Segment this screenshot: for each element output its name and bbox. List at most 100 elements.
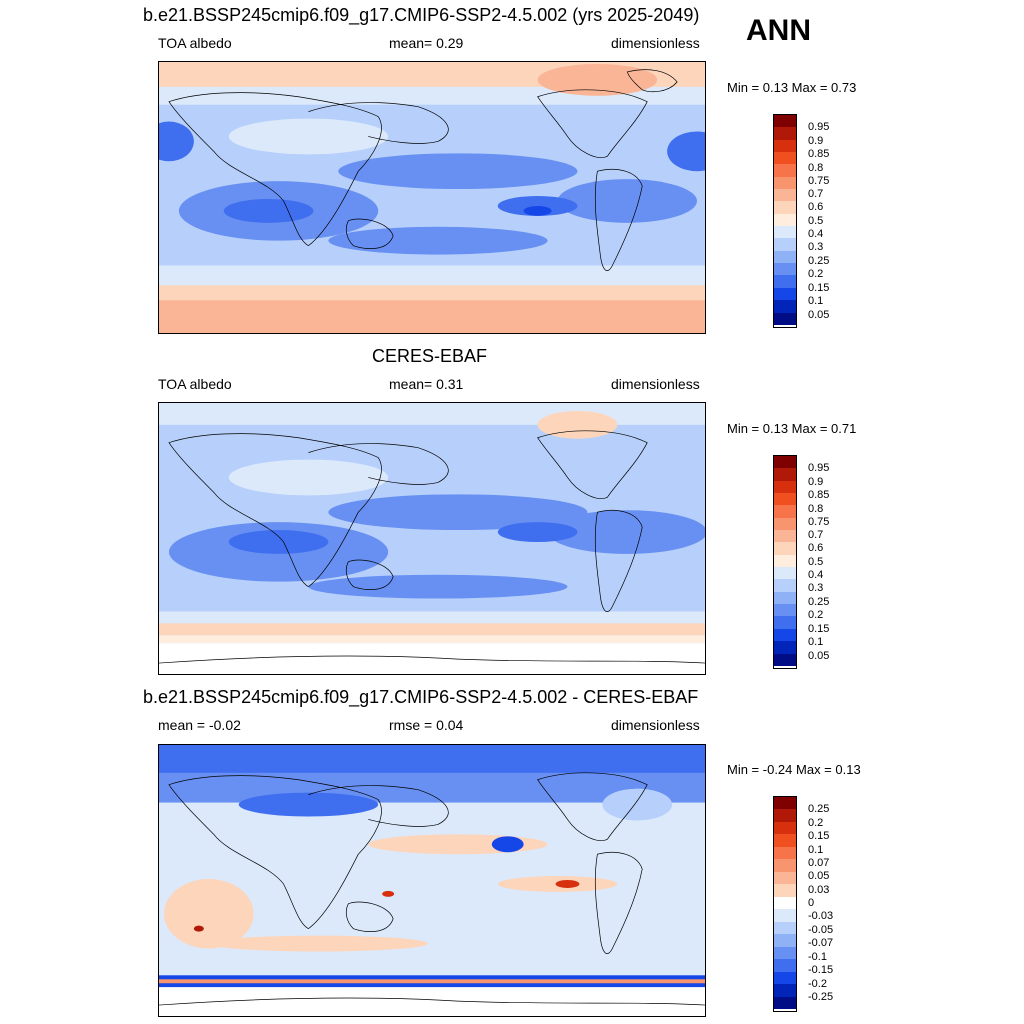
colorbar-swatch bbox=[774, 604, 796, 617]
panel-title: CERES-EBAF bbox=[372, 346, 488, 366]
colorbar-swatch bbox=[774, 653, 796, 666]
colorbar-swatch bbox=[774, 250, 796, 264]
colorbar-swatch bbox=[774, 213, 796, 227]
colorbar-tick: 0.1 bbox=[808, 844, 824, 856]
colorbar-tick: 0.6 bbox=[808, 542, 824, 554]
colorbar-tick: -0.1 bbox=[808, 951, 827, 963]
colorbar-swatch bbox=[774, 300, 796, 313]
variable-label: TOA albedo bbox=[158, 35, 232, 51]
colorbar-tick: 0.95 bbox=[808, 462, 830, 474]
colorbar-swatch bbox=[774, 542, 796, 555]
colorbar-tick: 0.7 bbox=[808, 188, 824, 200]
colorbar-tick: 0.25 bbox=[808, 803, 830, 815]
colorbar-swatch bbox=[774, 164, 796, 177]
colorbar-swatch bbox=[774, 530, 796, 543]
colorbar-tick: 0.4 bbox=[808, 569, 824, 581]
mean-label: mean = -0.02 bbox=[158, 717, 241, 733]
colorbar-tick: 0.3 bbox=[808, 582, 824, 594]
colorbar-tick: -0.25 bbox=[808, 991, 834, 1003]
mean-label: mean= 0.29 bbox=[389, 35, 464, 51]
min-max-label: Min = 0.13 Max = 0.73 bbox=[727, 80, 857, 95]
colorbar-swatch bbox=[774, 127, 796, 140]
colorbar-swatch bbox=[774, 909, 796, 922]
colorbar-swatch bbox=[774, 554, 796, 568]
colorbar-swatch bbox=[774, 984, 796, 997]
world-map-plot bbox=[159, 745, 705, 1016]
colorbar-swatch bbox=[774, 493, 796, 506]
colorbar-swatch bbox=[774, 921, 796, 935]
colorbar-swatch bbox=[774, 846, 796, 860]
colorbar-swatch bbox=[774, 139, 796, 153]
colorbar-swatch bbox=[774, 591, 796, 605]
colorbar-tick: 0.07 bbox=[808, 857, 830, 869]
colorbar-swatch bbox=[774, 287, 796, 301]
colorbar-tick: 0.1 bbox=[808, 295, 824, 307]
colorbar-swatch bbox=[774, 971, 796, 985]
colorbar-tick: 0 bbox=[808, 897, 815, 909]
albedo-map bbox=[158, 402, 706, 675]
difference-map bbox=[158, 744, 706, 1017]
colorbar-swatch bbox=[774, 959, 796, 972]
colorbar-tick: 0.25 bbox=[808, 255, 830, 267]
colorbar-swatch bbox=[774, 884, 796, 897]
colorbar-swatches bbox=[774, 797, 796, 1009]
rmse-label: rmse = 0.04 bbox=[389, 717, 464, 733]
colorbar-swatch bbox=[774, 152, 796, 165]
colorbar-swatch bbox=[774, 821, 796, 835]
season-label: ANN bbox=[746, 14, 811, 47]
colorbar-swatch bbox=[774, 641, 796, 654]
colorbar-swatch bbox=[774, 517, 796, 531]
colorbar bbox=[773, 796, 797, 1012]
colorbar-swatches bbox=[774, 115, 796, 325]
colorbar-tick: -0.15 bbox=[808, 964, 834, 976]
colorbar-swatch bbox=[774, 579, 796, 592]
colorbar-swatch bbox=[774, 616, 796, 629]
colorbar-tick: 0.4 bbox=[808, 228, 824, 240]
colorbar-tick: 0.15 bbox=[808, 282, 830, 294]
colorbar-swatch bbox=[774, 189, 796, 202]
min-max-label: Min = 0.13 Max = 0.71 bbox=[727, 421, 857, 436]
colorbar-swatch bbox=[774, 505, 796, 518]
colorbar-swatch bbox=[774, 456, 796, 469]
colorbar-swatch bbox=[774, 312, 796, 325]
colorbar-tick: -0.03 bbox=[808, 910, 834, 922]
colorbar-tick: -0.07 bbox=[808, 937, 834, 949]
colorbar-tick: 0.75 bbox=[808, 175, 830, 187]
colorbar-swatch bbox=[774, 934, 796, 947]
units-label: dimensionless bbox=[611, 35, 700, 51]
colorbar-tick: 0.85 bbox=[808, 148, 830, 160]
colorbar-swatch bbox=[774, 871, 796, 885]
colorbar-swatch bbox=[774, 201, 796, 214]
colorbar-tick: 0.95 bbox=[808, 121, 830, 133]
colorbar bbox=[773, 455, 797, 669]
colorbar-swatch bbox=[774, 275, 796, 288]
colorbar-swatch bbox=[774, 946, 796, 960]
world-map-plot bbox=[159, 403, 705, 674]
colorbar-swatches bbox=[774, 456, 796, 666]
colorbar-swatch bbox=[774, 996, 796, 1009]
colorbar-swatch bbox=[774, 480, 796, 494]
colorbar-swatch bbox=[774, 238, 796, 251]
colorbar-tick: 0.5 bbox=[808, 556, 824, 568]
units-label: dimensionless bbox=[611, 376, 700, 392]
colorbar-swatch bbox=[774, 896, 796, 910]
colorbar-tick: 0.15 bbox=[808, 623, 830, 635]
colorbar-swatch bbox=[774, 468, 796, 481]
colorbar-tick: 0.05 bbox=[808, 309, 830, 321]
variable-label: TOA albedo bbox=[158, 376, 232, 392]
colorbar-tick: 0.8 bbox=[808, 162, 824, 174]
colorbar-tick: 0.2 bbox=[808, 268, 824, 280]
colorbar-swatch bbox=[774, 797, 796, 810]
panel-title: b.e21.BSSP245cmip6.f09_g17.CMIP6-SSP2-4.… bbox=[143, 5, 700, 25]
colorbar-tick: -0.2 bbox=[808, 978, 827, 990]
colorbar bbox=[773, 114, 797, 328]
albedo-map bbox=[158, 61, 706, 334]
colorbar-swatch bbox=[774, 263, 796, 276]
units-label: dimensionless bbox=[611, 717, 700, 733]
colorbar-tick: 0.7 bbox=[808, 529, 824, 541]
colorbar-tick: 0.6 bbox=[808, 201, 824, 213]
colorbar-swatch bbox=[774, 628, 796, 642]
colorbar-tick: -0.05 bbox=[808, 924, 834, 936]
colorbar-swatch bbox=[774, 115, 796, 128]
colorbar-swatch bbox=[774, 226, 796, 239]
